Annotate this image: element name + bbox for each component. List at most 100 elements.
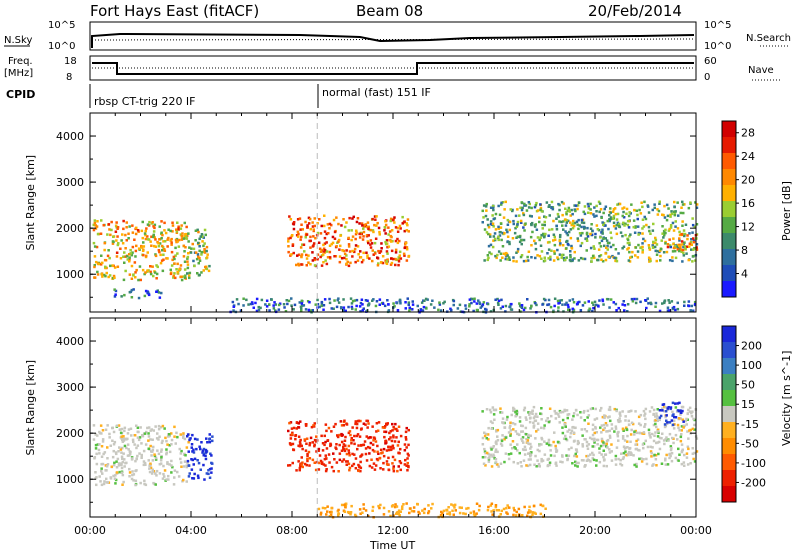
data-cell	[152, 445, 155, 449]
data-cell	[287, 299, 291, 303]
data-cell	[394, 251, 398, 254]
data-cell	[571, 212, 574, 216]
data-cell	[138, 265, 142, 268]
data-cell	[515, 412, 519, 416]
data-cell	[390, 257, 393, 260]
data-cell	[599, 426, 602, 429]
data-cell	[384, 223, 388, 227]
data-cell	[506, 258, 509, 261]
data-cell	[239, 309, 243, 312]
freq-unit-label: [MHz]	[4, 68, 33, 79]
data-cell	[330, 506, 333, 510]
data-cell	[192, 448, 195, 451]
data-cell	[686, 237, 689, 241]
data-cell	[286, 302, 289, 306]
data-cell	[442, 509, 446, 513]
data-cell	[519, 206, 522, 209]
data-cell	[499, 407, 502, 410]
data-cell	[308, 457, 312, 460]
data-cell	[362, 422, 366, 425]
data-cell	[326, 256, 330, 259]
data-cell	[368, 446, 372, 450]
data-cell	[148, 220, 151, 224]
data-cell	[615, 232, 619, 236]
data-cell	[552, 239, 555, 242]
data-cell	[520, 221, 523, 224]
data-cell	[385, 262, 389, 265]
data-cell	[371, 249, 374, 252]
data-cell	[232, 309, 235, 312]
data-cell	[516, 462, 520, 465]
data-cell	[334, 446, 337, 449]
data-cell	[404, 436, 408, 439]
data-cell	[105, 469, 108, 472]
data-cell	[323, 434, 326, 438]
data-cell	[117, 424, 121, 427]
data-cell	[359, 460, 362, 464]
data-cell	[407, 301, 411, 304]
data-cell	[190, 458, 193, 461]
data-cell	[473, 515, 477, 518]
data-cell	[390, 505, 394, 508]
data-cell	[330, 430, 333, 433]
data-cell	[578, 232, 582, 235]
data-cell	[367, 227, 370, 230]
data-cell	[274, 309, 277, 312]
data-cell	[311, 309, 314, 312]
data-cell	[191, 242, 194, 246]
data-cell	[507, 256, 511, 259]
data-cell	[685, 456, 689, 459]
data-cell	[664, 463, 668, 466]
data-cell	[358, 232, 361, 236]
data-cell	[499, 442, 503, 446]
data-cell	[129, 248, 132, 252]
data-cell	[159, 253, 162, 257]
data-cell	[161, 246, 165, 249]
data-cell	[142, 449, 146, 453]
data-cell	[124, 233, 127, 237]
data-cell	[662, 439, 666, 442]
data-cell	[602, 441, 605, 444]
data-cell	[503, 438, 506, 441]
data-cell	[208, 440, 212, 444]
data-cell	[488, 408, 492, 412]
data-cell	[396, 230, 400, 233]
colorbar-tick-label: 8	[741, 244, 748, 257]
nave-tick-top: 60	[704, 56, 717, 67]
data-cell	[657, 431, 660, 434]
data-cell	[565, 219, 569, 222]
data-cell	[382, 506, 386, 510]
data-cell	[346, 260, 349, 264]
data-cell	[149, 240, 152, 243]
data-cell	[571, 307, 574, 311]
data-cell	[265, 299, 269, 302]
data-cell	[123, 429, 126, 433]
data-cell	[143, 272, 146, 276]
data-cell	[177, 228, 180, 231]
data-cell	[527, 509, 531, 512]
data-cell	[509, 208, 512, 211]
data-cell	[506, 230, 509, 234]
data-cell	[686, 463, 690, 466]
data-cell	[598, 447, 601, 450]
data-cell	[364, 452, 368, 456]
data-cell	[347, 243, 351, 246]
data-cell	[687, 304, 691, 308]
data-cell	[209, 452, 212, 455]
data-cell	[100, 254, 103, 257]
data-cell	[656, 435, 660, 438]
data-cell	[597, 248, 601, 251]
data-cell	[674, 210, 677, 213]
data-cell	[390, 235, 393, 239]
data-cell	[593, 441, 596, 444]
data-cell	[674, 308, 677, 312]
data-cell	[492, 445, 495, 448]
data-cell	[307, 308, 311, 312]
noise-panel-frame	[89, 21, 697, 51]
data-cell	[403, 246, 406, 250]
data-cell	[314, 440, 318, 443]
data-cell	[191, 450, 194, 453]
data-cell	[527, 458, 531, 461]
data-cell	[200, 441, 203, 444]
data-cell	[608, 405, 612, 409]
